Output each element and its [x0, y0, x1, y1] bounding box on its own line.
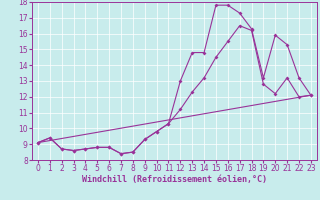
X-axis label: Windchill (Refroidissement éolien,°C): Windchill (Refroidissement éolien,°C)	[82, 175, 267, 184]
